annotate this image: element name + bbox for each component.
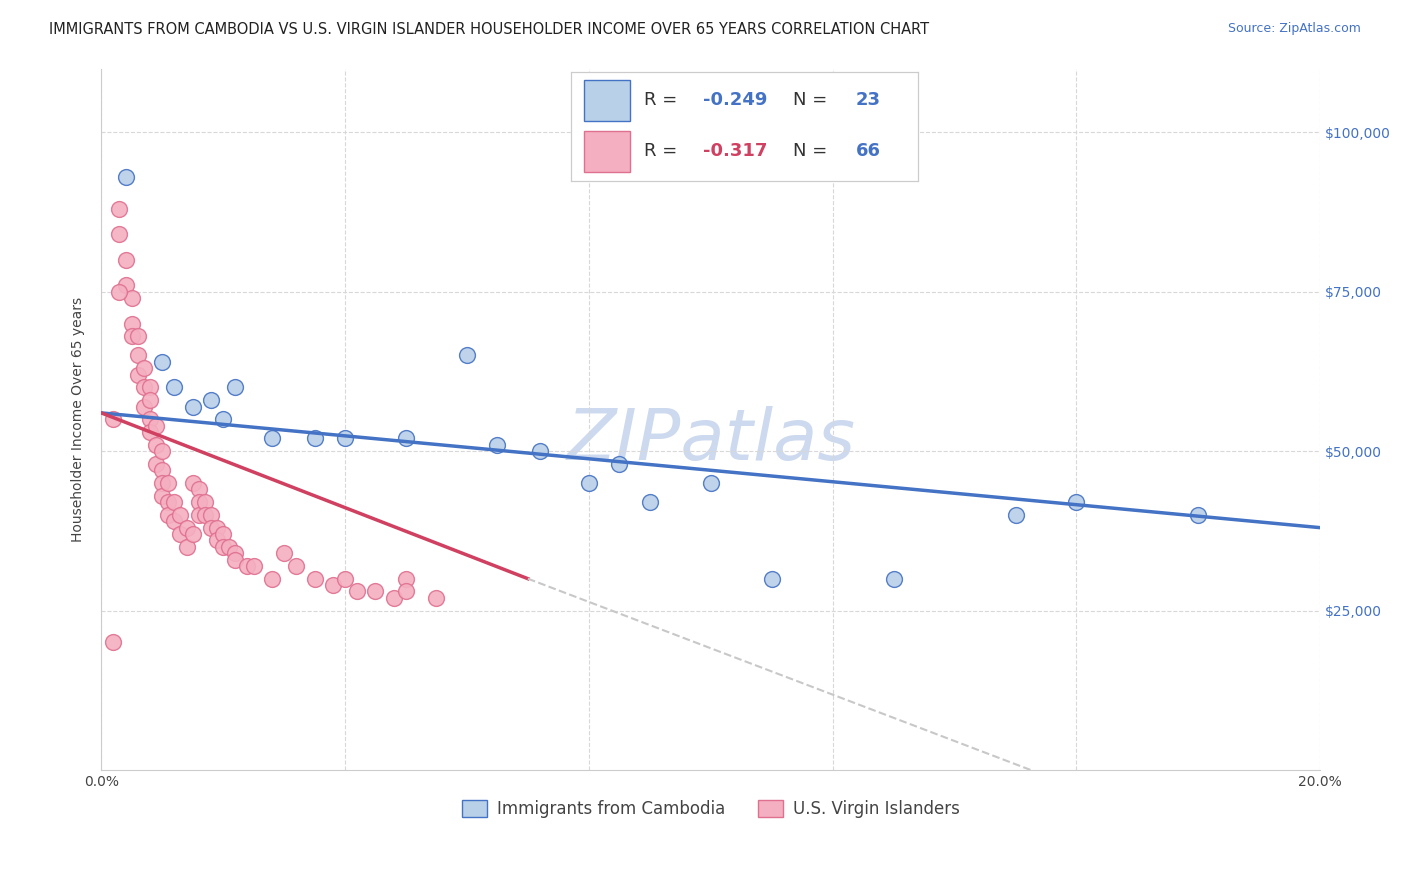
Point [425,591,447,605]
Point [176,540,198,554]
Point [395,584,418,599]
Point [163,514,186,528]
Point [132,400,155,414]
Point [132,361,155,376]
Point [103,412,125,426]
Point [322,578,344,592]
Point [121,329,143,343]
Point [883,572,905,586]
Point [139,425,162,439]
Point [169,527,191,541]
Point [127,329,149,343]
Point [132,380,155,394]
Point [150,489,173,503]
Point [205,533,228,548]
Point [114,278,136,293]
Point [224,380,246,394]
Point [205,521,228,535]
Point [150,444,173,458]
Point [304,572,326,586]
Point [121,317,143,331]
Point [1066,495,1088,509]
Point [236,558,259,573]
Point [212,412,235,426]
Point [200,508,222,522]
Point [139,380,162,394]
Point [157,476,180,491]
Point [346,584,368,599]
Point [395,572,418,586]
Point [486,438,509,452]
Legend: Immigrants from Cambodia, U.S. Virgin Islanders: Immigrants from Cambodia, U.S. Virgin Is… [456,793,967,825]
Point [121,291,143,305]
Point [145,457,167,471]
Point [139,412,162,426]
Point [1004,508,1026,522]
Point [176,521,198,535]
Point [700,476,723,491]
Y-axis label: Householder Income Over 65 years: Householder Income Over 65 years [72,297,86,541]
Point [181,400,204,414]
Point [395,431,418,445]
Point [456,349,478,363]
Point [212,540,235,554]
Point [224,546,246,560]
Point [260,572,283,586]
Point [607,457,630,471]
Point [285,558,308,573]
Point [145,438,167,452]
Point [181,476,204,491]
Point [242,558,264,573]
Point [304,431,326,445]
Point [150,355,173,369]
Point [145,418,167,433]
Point [157,508,180,522]
Point [382,591,405,605]
Point [114,169,136,184]
Point [187,495,209,509]
Point [761,572,783,586]
Point [200,393,222,408]
Point [187,508,209,522]
Point [108,227,131,242]
Point [157,495,180,509]
Point [108,202,131,216]
Point [212,527,235,541]
Point [194,508,217,522]
Point [127,368,149,382]
Point [218,540,240,554]
Point [529,444,551,458]
Point [181,527,204,541]
Text: ZIPatlas: ZIPatlas [567,406,855,475]
Point [163,495,186,509]
Point [200,521,222,535]
Text: IMMIGRANTS FROM CAMBODIA VS U.S. VIRGIN ISLANDER HOUSEHOLDER INCOME OVER 65 YEAR: IMMIGRANTS FROM CAMBODIA VS U.S. VIRGIN … [49,22,929,37]
Point [108,285,131,299]
Point [103,635,125,649]
Point [150,476,173,491]
Point [260,431,283,445]
Point [333,572,356,586]
Point [163,380,186,394]
Point [364,584,387,599]
Point [114,252,136,267]
Point [139,393,162,408]
Point [187,483,209,497]
Point [150,463,173,477]
Point [169,508,191,522]
Point [224,552,246,566]
Point [1187,508,1209,522]
Point [578,476,600,491]
Point [273,546,295,560]
Point [194,495,217,509]
Text: Source: ZipAtlas.com: Source: ZipAtlas.com [1227,22,1361,36]
Point [638,495,661,509]
Point [333,431,356,445]
Point [127,349,149,363]
